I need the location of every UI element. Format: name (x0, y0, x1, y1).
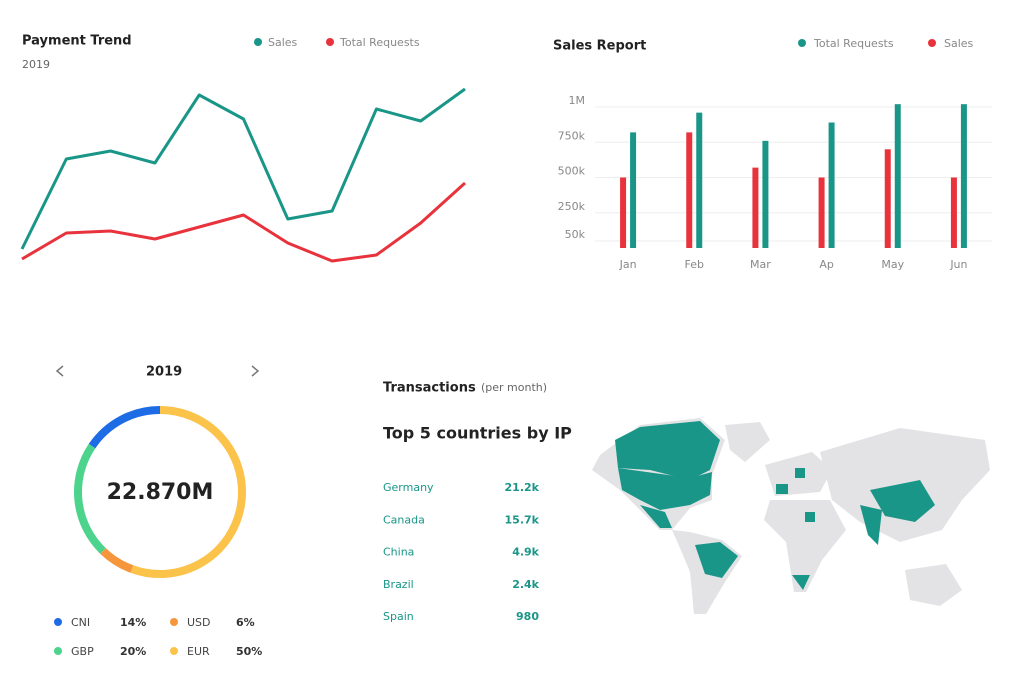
line (21, 181, 467, 263)
bar (696, 112, 703, 248)
transactions-title: Transactions (383, 381, 476, 396)
legend-label: Total Requests (813, 37, 894, 50)
bar (752, 167, 759, 248)
legend-label: EUR (187, 645, 210, 658)
legend-label: Sales (268, 36, 298, 49)
bar (762, 140, 769, 248)
bar (828, 122, 835, 248)
donut-segment (74, 443, 106, 554)
bar (894, 104, 901, 249)
legend-dot (54, 618, 62, 626)
year-label: 2019 (146, 365, 182, 380)
donut-segment (88, 406, 161, 449)
bar (686, 132, 693, 248)
legend-label: CNI (71, 616, 90, 629)
y-tick-label: 750k (558, 129, 586, 142)
value-label: 20% (120, 645, 146, 658)
legend-dot (170, 618, 178, 626)
value-label: 14% (120, 616, 146, 629)
bar (950, 177, 957, 248)
value-label: 6% (236, 616, 255, 629)
country-value: 980 (516, 610, 539, 623)
bar (818, 177, 825, 248)
country: Spain (383, 610, 414, 623)
country: Brazil (383, 578, 414, 591)
x-tick-label: May (881, 258, 904, 271)
x-tick-label: Mar (750, 258, 771, 271)
y-tick-label: 50k (565, 228, 586, 241)
chart-subtitle: 2019 (22, 58, 50, 71)
legend-label: Total Requests (339, 36, 420, 49)
donut-segment (100, 548, 134, 573)
x-tick-label: Jun (949, 258, 967, 271)
transactions-heading: Top 5 countries by IP (383, 424, 572, 443)
legend-dot (170, 647, 178, 655)
value-label: 50% (236, 645, 262, 658)
donut-center: 22.870M (107, 480, 214, 505)
legend-label: Sales (944, 37, 974, 50)
country: China (383, 546, 414, 559)
chart-title: Payment Trend (22, 34, 132, 49)
x-tick-label: Jan (619, 258, 637, 271)
country: Canada (383, 513, 425, 526)
legend-dot (798, 39, 806, 47)
bar (960, 104, 967, 249)
next-arrow[interactable] (251, 365, 260, 377)
y-tick-label: 500k (558, 165, 586, 178)
bar (884, 149, 891, 248)
chart-title: Sales Report (553, 39, 646, 54)
legend-dot (326, 38, 334, 46)
country: Germany (383, 481, 434, 494)
legend-label: GBP (71, 645, 94, 658)
country-value: 15.7k (505, 513, 540, 526)
legend-label: USD (187, 616, 211, 629)
bar (630, 132, 637, 248)
line (20, 87, 466, 250)
country-value: 4.9k (512, 546, 539, 559)
legend-dot (54, 647, 62, 655)
y-tick-label: 1M (569, 94, 586, 107)
legend-dot (928, 39, 936, 47)
country-value: 2.4k (512, 578, 539, 591)
donut-segment (130, 406, 246, 578)
x-tick-label: Feb (685, 258, 704, 271)
country-value: 21.2k (505, 481, 540, 494)
bar (620, 177, 627, 248)
map-highlight (615, 421, 935, 590)
legend-dot (254, 38, 262, 46)
y-tick-label: 250k (558, 200, 586, 213)
transactions-note: (per month) (481, 381, 547, 394)
prev-arrow[interactable] (55, 365, 64, 377)
x-tick-label: Ap (819, 258, 834, 271)
